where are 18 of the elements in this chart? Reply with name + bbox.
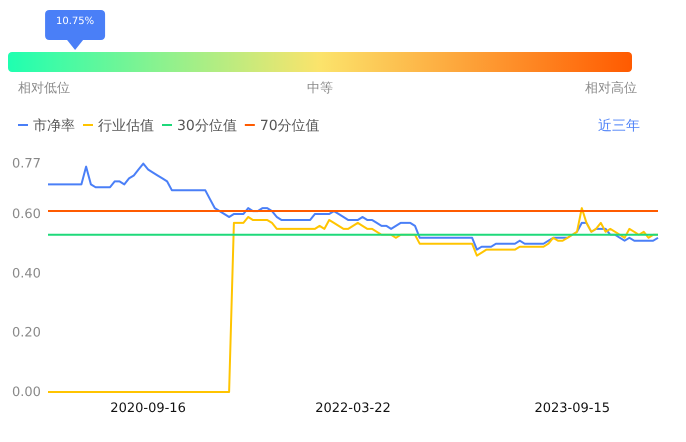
y-tick-label: 0.00 [12, 385, 41, 400]
line-series [47, 162, 659, 251]
text: 中等 [307, 81, 333, 96]
legend-label: 行业估值 [98, 118, 154, 134]
text: 相对高位 [585, 80, 637, 96]
x-tick-label: 2022-03-22 [315, 401, 391, 416]
y-tick-label: 0.20 [12, 326, 41, 341]
legend-label: 市净率 [33, 118, 75, 134]
text: 相对低位 [18, 81, 70, 96]
text: 近三年 [598, 118, 640, 134]
y-tick-label: 0.77 [12, 156, 41, 172]
legend-label: 30分位值 [177, 118, 237, 134]
x-tick-label: 2023-09-15 [534, 401, 610, 416]
data-label: 10.75% [56, 16, 94, 27]
y-tick-label: 0.40 [12, 266, 41, 282]
legend-label: 70分位值 [260, 118, 320, 134]
x-tick-label: 2020-09-16 [110, 401, 186, 416]
y-tick-label: 0.60 [12, 207, 41, 222]
